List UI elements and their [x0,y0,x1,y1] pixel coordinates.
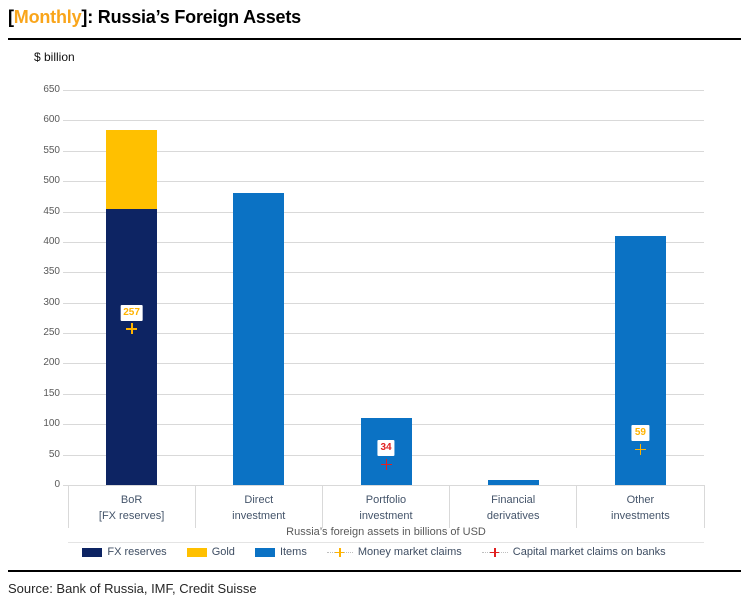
y-tick-label: 500 [43,175,60,187]
y-axis: 0 50 100 150 200 250 300 350 400 450 500 550 600 650 [18,84,60,490]
x-axis-title: Russia’s foreign assets in billions of U… [286,526,486,538]
y-tick-label: 150 [43,387,60,399]
gridline [63,181,704,183]
data-label-money-market-claims: 257 [120,304,143,321]
legend-label: Gold [211,546,235,558]
page-title: [Monthly]: Russia’s Foreign Assets [8,7,301,28]
category-separator [449,485,451,528]
category-label-line: Financial [491,494,536,506]
legend-label: Money market claims [357,546,462,558]
legend-swatch [82,547,103,557]
gridline [63,241,704,243]
y-tick-label: 600 [43,114,60,126]
bar-segment-items [487,480,539,485]
bar-segment-items [233,193,285,485]
y-tick-label: 450 [43,205,60,217]
category-label: Financial derivatives [450,492,577,524]
category-label-line: investments [611,510,670,522]
category-label-line: investment [232,510,286,522]
legend-item-items: Items [254,546,307,558]
legend-marker-cross-icon [490,547,500,557]
marker-cross-money-market-claims [634,443,646,455]
title-highlight: Monthly [13,7,82,27]
source-note: Source: Bank of Russia, IMF, Credit Suis… [8,581,257,596]
legend: FX reserves Gold Items Money market claims C… [20,546,728,558]
legend-item-capital-market-claims-on-banks: Capital market claims on banks [481,546,666,558]
data-label-money-market-claims: 59 [631,425,649,442]
gridline [63,272,704,274]
y-tick-label: 350 [43,266,60,278]
category-separator [194,485,196,528]
category-label-line: Other [626,494,655,506]
bar-segment-items [614,235,666,485]
category-label-line: Portfolio [365,494,407,506]
gridline [63,333,704,335]
y-tick-label: 100 [43,418,60,430]
title-bracket-open: [ [8,7,14,27]
y-tick-label: 250 [43,327,60,339]
marker-cross-capital-market-claims-on-banks [380,458,392,470]
category-separator [321,485,323,528]
data-label-capital-market-claims-on-banks: 34 [377,440,395,457]
bar-segment-fx-reserves [106,208,158,485]
title-rest: : Russia’s Foreign Assets [87,7,301,27]
y-tick-label: 550 [43,144,60,156]
legend-marker-line [481,547,508,557]
bar-segment-gold [106,129,158,209]
legend-label: FX reserves [107,546,167,558]
category-separator [703,485,705,528]
y-tick-label: 200 [43,357,60,369]
legend-item-money-market-claims: Money market claims [326,546,462,558]
legend-swatch [186,547,207,557]
category-label-line: investment [359,510,413,522]
category-label-line: derivatives [486,510,540,522]
gridline [63,90,704,91]
y-axis-unit-label: $ billion [34,50,75,64]
footer-divider [8,570,741,572]
legend-marker-line [326,547,353,557]
gridline [63,363,704,365]
y-tick-label: 650 [43,84,60,95]
legend-label: Capital market claims on banks [512,546,666,558]
category-separator [576,485,578,528]
gridline [63,150,704,152]
y-tick-label: 50 [48,448,60,460]
y-tick-label: 400 [43,235,60,247]
plot-area: 257 59 34 [63,90,704,486]
gridline [63,120,704,122]
category-label: Portfolio investment [322,492,449,524]
y-tick-label: 0 [54,479,60,490]
category-label-line: BoR [120,494,143,506]
legend-item-fx-reserves: FX reserves [82,546,167,558]
legend-marker-cross-icon [335,547,345,557]
legend-label: Items [279,546,307,558]
title-divider [8,38,741,40]
category-label: BoR [FX reserves] [68,492,195,524]
marker-cross-money-market-claims [126,323,138,335]
category-label: Other investments [577,492,704,524]
gridline [63,485,704,486]
category-label-line: [FX reserves] [98,510,165,522]
category-label: Direct investment [195,492,322,524]
legend-divider [68,542,704,543]
y-tick-label: 300 [43,296,60,308]
gridline [63,211,704,213]
category-label-line: Direct [244,494,274,506]
title-bracket-close: ] [81,7,88,27]
legend-swatch [254,547,275,557]
legend-item-gold: Gold [186,546,235,558]
category-separator [67,485,69,528]
x-axis: BoR [FX reserves] Direct investment Portfoli… [67,485,705,530]
gridline [63,393,704,395]
gridline [63,302,704,304]
